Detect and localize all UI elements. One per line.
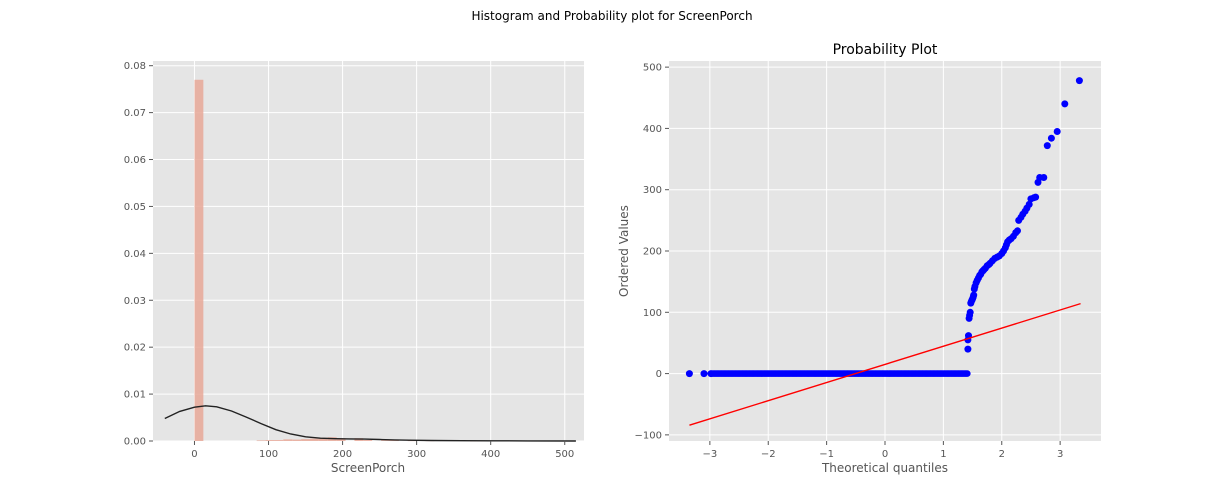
x-tick-label: 2 (999, 449, 1005, 460)
histogram-gridlines (153, 61, 584, 442)
x-tick-label: 3 (1057, 449, 1063, 460)
probability-x-axis-label: Theoretical quantiles (821, 461, 948, 475)
y-tick-label: 0.02 (124, 343, 146, 354)
x-tick-label: −3 (702, 449, 717, 460)
y-tick-label: 500 (643, 63, 662, 74)
data-point (1043, 142, 1051, 150)
data-point (964, 370, 971, 377)
data-point (1014, 227, 1021, 235)
histogram-plot-area (153, 61, 584, 441)
y-tick-label: 0.07 (124, 108, 146, 119)
y-tick-label: 200 (643, 247, 662, 258)
x-tick-label: −2 (761, 449, 776, 460)
y-tick-label: 0.00 (124, 437, 146, 448)
y-tick-label: 0.05 (124, 202, 146, 213)
data-point (1075, 77, 1083, 85)
histogram-bar (283, 439, 293, 441)
y-tick-label: 400 (643, 124, 662, 135)
x-tick-label: 500 (555, 449, 574, 460)
y-tick-label: −100 (635, 430, 662, 441)
y-tick-label: 0.03 (124, 296, 146, 307)
histogram-bar (363, 440, 373, 441)
probability-x-ticks: −3 −2 −1 0 1 2 3 (702, 441, 1063, 460)
x-tick-label: 200 (333, 449, 352, 460)
data-point (1047, 134, 1055, 142)
data-point (1032, 193, 1040, 201)
y-tick-label: 0.08 (124, 61, 146, 72)
x-tick-label: 100 (259, 449, 278, 460)
histogram-bar (292, 439, 302, 441)
y-tick-label: 0 (656, 369, 662, 380)
data-point (966, 308, 974, 316)
data-point (1025, 200, 1033, 208)
histogram-axes: 0 100 200 300 400 500 0.000.010.020.030.040.0… (124, 61, 584, 475)
histogram-bar (265, 440, 275, 441)
fit-line (689, 302, 1081, 426)
x-tick-label: 400 (481, 449, 500, 460)
probability-y-ticks: −100 0 100 200 300 400 500 (635, 63, 669, 441)
x-tick-label: 300 (407, 449, 426, 460)
histogram-x-axis-label: ScreenPorch (331, 461, 405, 475)
data-point (1040, 174, 1048, 181)
data-point (707, 370, 715, 378)
histogram-bar (336, 438, 346, 441)
histogram-bar (256, 440, 266, 442)
x-tick-label: 0 (191, 449, 197, 460)
y-tick-label: 0.06 (124, 155, 146, 166)
histogram-bar (194, 79, 204, 441)
data-point (970, 291, 978, 299)
histogram-bar (381, 440, 390, 441)
histogram-bar (309, 438, 319, 441)
histogram-bar (301, 439, 310, 441)
x-tick-label: 1 (940, 449, 946, 460)
figure-suptitle: Histogram and Probability plot for Scree… (471, 9, 752, 23)
data-point (1053, 128, 1061, 135)
histogram-bar (389, 440, 399, 442)
probability-plot-axes: −3 −2 −1 0 1 2 3 −100 0 100 200 300 400 500 Probabil… (617, 42, 1101, 475)
y-tick-label: 0.04 (124, 249, 146, 260)
probability-y-axis-label: Ordered Values (617, 205, 631, 297)
data-point (685, 370, 693, 378)
x-tick-label: −1 (819, 449, 834, 460)
data-point (1061, 100, 1069, 108)
histogram-y-ticks: 0.00 0.01 0.02 0.03 0.04 0.05 0.06 0.07 0.08 (124, 61, 153, 448)
histogram-x-ticks: 0 100 200 300 400 500 (191, 441, 574, 460)
probability-plot-title: Probability Plot (833, 42, 938, 58)
y-tick-label: 0.01 (124, 390, 146, 401)
x-tick-label: 0 (882, 449, 888, 460)
y-tick-label: 300 (643, 185, 662, 196)
y-tick-label: 100 (643, 308, 662, 319)
data-point (700, 370, 708, 378)
fit-line-group (689, 302, 1081, 426)
data-point (964, 345, 972, 353)
histogram-bar (274, 440, 284, 441)
histogram-bar (318, 437, 328, 441)
kde-curve-group (164, 405, 576, 442)
kde-curve (164, 405, 576, 442)
